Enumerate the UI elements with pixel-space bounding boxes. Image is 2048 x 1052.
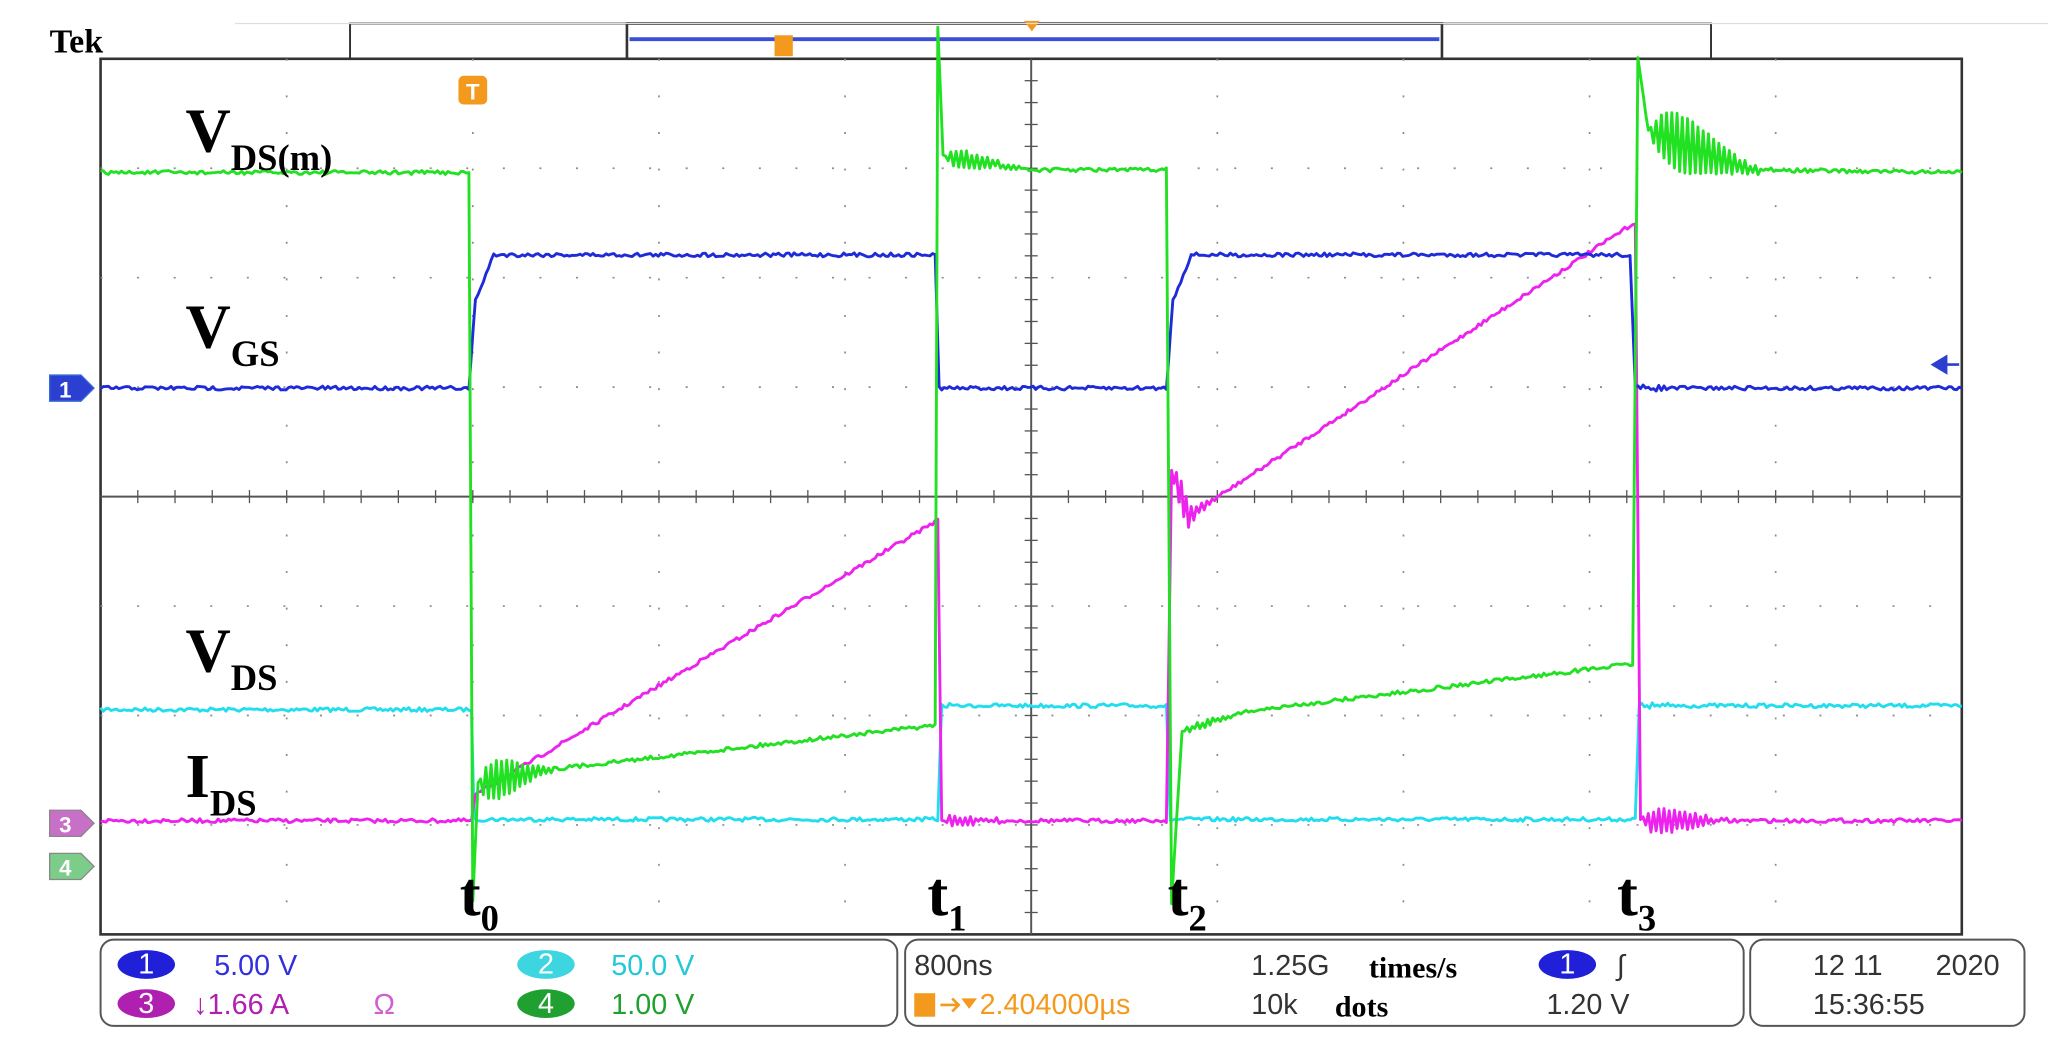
- clock-time: 15:36:55: [1813, 989, 1925, 1021]
- trace-label: VDS(m): [185, 96, 332, 178]
- waveforms: [99, 25, 1963, 906]
- trace-label: VGS: [185, 292, 279, 374]
- acquisition-panel: [904, 938, 1745, 1027]
- ch3-marker: [48, 809, 95, 838]
- trigger-slope: ∫: [1615, 950, 1627, 982]
- ch4-marker: [48, 852, 95, 881]
- trigger-source: 1: [1559, 949, 1575, 981]
- ch3-unit-icon: Ω: [374, 989, 395, 1021]
- sample-rate: 1.25G: [1251, 950, 1329, 982]
- time-marker-sub: 0: [481, 897, 499, 938]
- date: 12 11: [1813, 950, 1883, 982]
- time-marker-main: t: [1168, 859, 1189, 929]
- time-marker-main: t: [927, 859, 948, 929]
- trigger-position: 2.404000µs: [980, 989, 1131, 1021]
- trigger-level: 1.20 V: [1546, 989, 1630, 1021]
- trace-label-main: V: [185, 616, 230, 686]
- record-length: 10k: [1251, 989, 1298, 1021]
- channel-panel: [99, 938, 899, 1027]
- trace-label-sub: DS(m): [231, 137, 333, 178]
- trigger-pos-arrow: [940, 997, 961, 1013]
- ch1-marker: [48, 374, 95, 402]
- time-marker-main: t: [460, 859, 481, 929]
- time-marker-sub: 2: [1189, 897, 1207, 938]
- trace-label-sub: GS: [231, 333, 280, 374]
- trace-label-sub: DS: [210, 782, 257, 823]
- ch1-marker-text: 1: [59, 377, 71, 402]
- trigger-pos-caret: [961, 998, 977, 1009]
- trigger-mini-icon: [774, 35, 793, 57]
- time-marker-sub: 3: [1638, 897, 1656, 938]
- ch1-scale: 5.00 V: [214, 950, 298, 982]
- ch1-level-arrow: [1930, 354, 1960, 375]
- time-marker: t0: [460, 859, 499, 939]
- brand: Tek: [50, 23, 104, 60]
- ch1-badge-text: 1: [138, 949, 154, 981]
- waveform: [99, 251, 1963, 393]
- graticule: [100, 58, 1962, 935]
- ch3-marker-text: 3: [59, 812, 71, 837]
- ch4-badge: [517, 989, 575, 1019]
- year: 2020: [1936, 950, 2000, 982]
- clock-panel: [1749, 938, 2026, 1027]
- waveform: [100, 25, 1963, 906]
- trace-label-main: V: [185, 96, 230, 166]
- ch2-badge: [517, 950, 575, 979]
- timebase: 800ns: [914, 950, 992, 982]
- trace-label-main: V: [185, 292, 230, 362]
- trace-label-sub: DS: [231, 657, 278, 698]
- ch3-scale: ↓1.66 A: [193, 989, 290, 1021]
- trigger-source-badge: [1538, 950, 1597, 979]
- time-marker: t2: [1168, 859, 1207, 939]
- trace-label-main: I: [185, 741, 209, 811]
- time-marker-sub: 1: [948, 897, 966, 938]
- trace-label: VDS: [185, 616, 277, 698]
- trigger-pos-icon: [914, 993, 936, 1017]
- ch4-marker-text: 4: [59, 856, 72, 881]
- ch4-scale: 1.00 V: [611, 989, 695, 1021]
- ch1-badge: [117, 950, 176, 979]
- trace-label: IDS: [185, 741, 256, 823]
- trigger-marker: [458, 75, 488, 105]
- time-marker-main: t: [1617, 859, 1638, 929]
- sample-rate-unit: times/s: [1369, 952, 1457, 985]
- waveform: [99, 701, 1963, 823]
- ch3-badge-text: 3: [138, 988, 154, 1020]
- ch4-badge-text: 4: [538, 988, 554, 1020]
- trigger-marker-text: T: [466, 79, 480, 104]
- ch2-scale: 50.0 V: [611, 950, 695, 982]
- ch3-badge: [117, 989, 176, 1019]
- waveform: [100, 222, 1963, 835]
- time-marker: t1: [927, 859, 966, 939]
- time-marker: t3: [1617, 859, 1656, 939]
- ch2-badge-text: 2: [538, 949, 554, 981]
- record-unit: dots: [1335, 991, 1388, 1024]
